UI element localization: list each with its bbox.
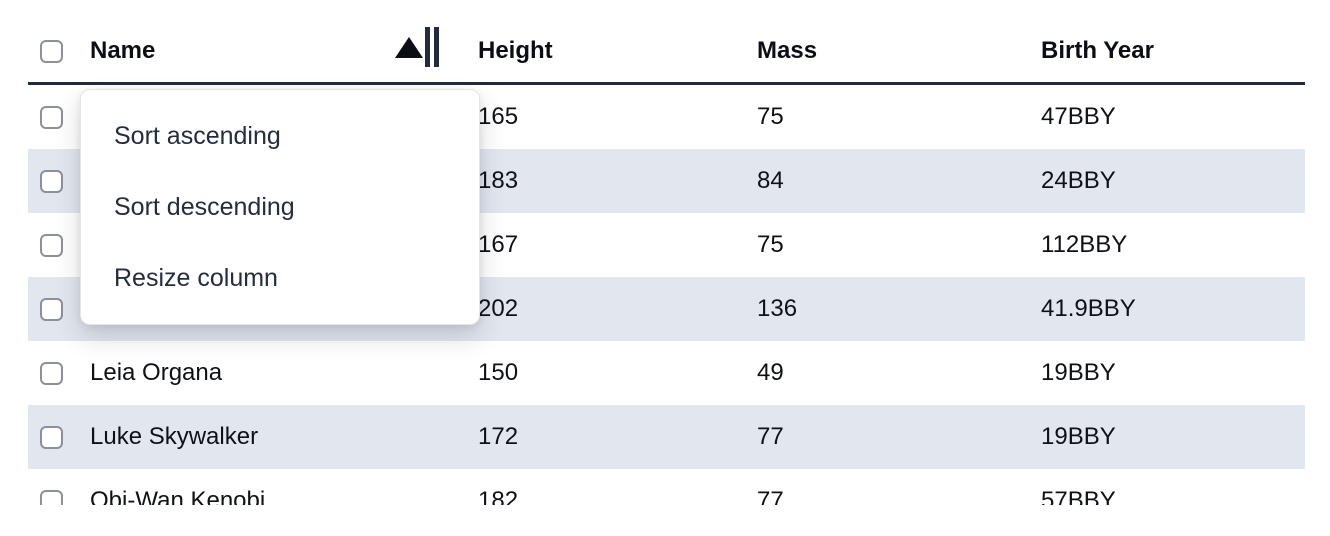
cell-birth-year: 19BBY: [1041, 359, 1116, 386]
column-header-name[interactable]: Name: [90, 37, 478, 65]
cell-birth-year: 24BBY: [1041, 167, 1116, 194]
column-header-height-label: Height: [478, 37, 553, 64]
cell-name: Leia Organa: [90, 359, 223, 386]
header-checkbox-cell: [28, 39, 90, 63]
menu-item-sort-descending[interactable]: Sort descending: [114, 193, 295, 221]
sort-ascending-triangle-up-icon: [395, 37, 423, 58]
table-row: Obi-Wan Kenobi 182 77 57BBY: [28, 469, 1305, 505]
row-checkbox[interactable]: [40, 297, 63, 321]
cell-height: 172: [478, 423, 519, 450]
cell-name: Obi-Wan Kenobi: [90, 487, 266, 505]
table-row: 165 75 47BBY: [28, 85, 1305, 149]
cell-mass: 77: [757, 423, 784, 450]
column-header-mass-label: Mass: [757, 37, 818, 64]
table-header-row: Name Height Mass Birth Year: [28, 0, 1305, 85]
column-header-birth-year-label: Birth Year: [1041, 37, 1154, 64]
cell-mass: 77: [757, 487, 784, 505]
row-checkbox[interactable]: [40, 105, 63, 129]
column-header-mass[interactable]: Mass: [757, 37, 1041, 65]
cell-mass: 84: [757, 167, 784, 194]
cell-birth-year: 47BBY: [1041, 103, 1116, 130]
table-row: Luke Skywalker 172 77 19BBY: [28, 405, 1305, 469]
row-checkbox[interactable]: [40, 169, 63, 193]
column-header-name-label: Name: [90, 37, 156, 64]
cell-birth-year: 19BBY: [1041, 423, 1116, 450]
column-header-birth-year[interactable]: Birth Year: [1041, 37, 1305, 65]
cell-height: 182: [478, 487, 519, 505]
cell-name: Luke Skywalker: [90, 423, 259, 450]
cell-height: 165: [478, 103, 519, 130]
row-checkbox[interactable]: [40, 425, 63, 449]
select-all-checkbox[interactable]: [40, 39, 63, 63]
table-row: 167 75 112BBY: [28, 213, 1305, 277]
cell-mass: 75: [757, 103, 784, 130]
menu-item-resize-column[interactable]: Resize column: [114, 264, 278, 292]
column-header-height[interactable]: Height: [478, 37, 757, 65]
table-row: Leia Organa 150 49 19BBY: [28, 341, 1305, 405]
row-checkbox[interactable]: [40, 361, 63, 385]
cell-height: 202: [478, 295, 519, 322]
menu-item-sort-ascending[interactable]: Sort ascending: [114, 122, 281, 150]
cell-birth-year: 41.9BBY: [1041, 295, 1136, 322]
cell-mass: 75: [757, 231, 784, 258]
cell-mass: 49: [757, 359, 784, 386]
column-resize-handle-icon[interactable]: [425, 27, 439, 67]
cell-height: 167: [478, 231, 519, 258]
row-checkbox[interactable]: [40, 233, 63, 257]
cell-height: 150: [478, 359, 519, 386]
cell-birth-year: 112BBY: [1041, 231, 1128, 258]
cell-birth-year: 57BBY: [1041, 487, 1116, 505]
column-context-menu: Sort ascending Sort descending Resize co…: [80, 89, 480, 325]
cell-mass: 136: [757, 295, 798, 322]
cell-height: 183: [478, 167, 519, 194]
row-checkbox[interactable]: [40, 489, 63, 505]
